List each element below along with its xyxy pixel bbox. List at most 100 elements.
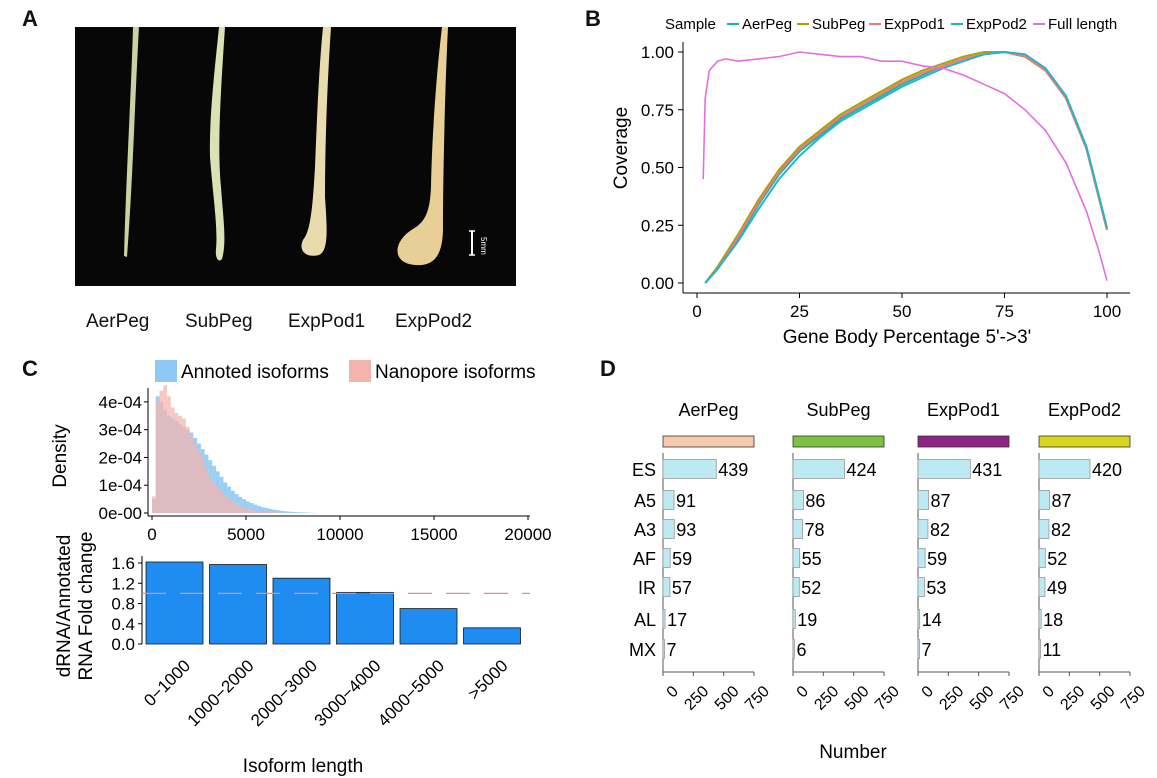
hist-bar — [302, 512, 307, 513]
y-tick-label: 1.2 — [111, 574, 135, 593]
hist-bar — [249, 503, 254, 513]
event-bar — [917, 639, 920, 659]
event-bar — [792, 577, 800, 597]
hist-bar — [170, 407, 175, 513]
data-label: 59 — [672, 549, 692, 569]
hist-bar — [242, 507, 246, 513]
x-tick-label: 250 — [936, 683, 967, 714]
x-tick-label: 25 — [790, 302, 809, 321]
x-tick-label: 500 — [967, 683, 998, 714]
hist-bar — [155, 401, 160, 513]
data-label: 82 — [930, 520, 950, 540]
hist-bar — [178, 415, 183, 513]
data-label: 14 — [922, 610, 942, 630]
panel-letter-c: C — [22, 356, 38, 381]
legend-title: Sample — [665, 16, 716, 33]
hist-bar — [287, 511, 292, 513]
event-bar — [917, 577, 925, 597]
event-bar — [1038, 519, 1050, 539]
y-tick-label: 0e-00 — [99, 504, 142, 523]
hist-bar — [268, 512, 273, 513]
x-tick-label: 250 — [811, 683, 842, 714]
y-tick-label: 0.50 — [641, 159, 674, 178]
x-tick-label: 0 — [919, 683, 937, 701]
data-label: 19 — [797, 610, 817, 630]
data-label: 49 — [1047, 578, 1067, 598]
y-tick-label: 0.00 — [641, 274, 674, 293]
event-bar — [1038, 548, 1046, 568]
sample-color-strip — [917, 435, 1010, 448]
panel-title: SubPeg — [806, 400, 870, 420]
x-tick-label: >5000 — [464, 656, 511, 703]
data-label: 439 — [718, 460, 748, 480]
hist-bar — [246, 508, 250, 513]
event-bar — [662, 639, 665, 659]
caption-exppod1: ExpPod1 — [288, 311, 366, 332]
y-tick-label: 1e-04 — [99, 476, 142, 495]
y-axis-label: Coverage — [611, 107, 632, 189]
hist-bar — [219, 490, 224, 513]
category-label: AF — [633, 549, 656, 569]
x-tick-label: 4000−5000 — [374, 656, 448, 730]
event-bar — [1038, 459, 1091, 479]
hist-bar — [204, 468, 209, 513]
hist-bar — [272, 509, 277, 513]
event-bar — [792, 548, 801, 568]
data-label: 78 — [804, 520, 824, 540]
legend-label: ExpPod1 — [884, 16, 945, 33]
x-tick-label: 5000 — [227, 525, 265, 544]
data-label: 55 — [802, 549, 822, 569]
x-tick-label: 20000 — [504, 525, 551, 544]
series-line-subpeg — [704, 51, 1108, 284]
x-tick-label: 15000 — [410, 525, 457, 544]
hist-bar — [246, 501, 250, 513]
x-tick-label: 3000−4000 — [311, 656, 385, 730]
fold-bar — [209, 564, 267, 645]
hist-bar — [276, 510, 280, 513]
y-axis-label: RNA Fold change — [76, 532, 97, 681]
data-label: 57 — [672, 578, 692, 598]
hist-bar — [253, 504, 258, 513]
y-tick-label: 1.6 — [111, 554, 135, 573]
event-bar — [1038, 609, 1042, 629]
category-label: ES — [632, 460, 656, 480]
hist-bar — [283, 511, 288, 513]
event-bar — [662, 609, 666, 629]
event-bar — [1038, 577, 1046, 597]
data-label: 53 — [926, 578, 946, 598]
x-tick-label: 0 — [794, 683, 812, 701]
hist-bar — [212, 482, 216, 513]
data-label: 7 — [667, 640, 677, 660]
series-line-exppod2 — [704, 50, 1108, 284]
series-line-full-length — [702, 51, 1108, 281]
hist-bar — [182, 418, 186, 513]
legend-swatch — [155, 360, 177, 382]
x-tick-label: 50 — [893, 302, 912, 321]
isoform-length-chart: Annoted isoforms Nanopore isoforms 0e-00 1e… — [50, 360, 552, 777]
hist-bar — [298, 512, 303, 513]
y-tick-label: 1.00 — [641, 43, 674, 62]
data-label: 18 — [1043, 610, 1063, 630]
category-label: A5 — [634, 491, 656, 511]
panel-title: AerPeg — [678, 400, 738, 420]
x-tick-label: 250 — [681, 683, 712, 714]
event-bar — [1038, 639, 1041, 659]
category-label: A3 — [634, 520, 656, 540]
category-label: AL — [634, 610, 656, 630]
x-tick-label: 0 — [664, 683, 682, 701]
hist-bar — [197, 451, 201, 513]
x-tick-label: 75 — [995, 302, 1014, 321]
event-bar — [662, 519, 675, 539]
sample-color-strip — [1038, 435, 1131, 448]
hist-bar — [193, 443, 198, 513]
panel-title: ExpPod1 — [927, 400, 1000, 420]
hist-bar — [215, 486, 220, 513]
x-tick-label: 500 — [1088, 683, 1119, 714]
panel-letter-a: A — [22, 6, 38, 31]
data-label: 424 — [846, 460, 876, 480]
data-label: 17 — [667, 610, 687, 630]
x-tick-label: 750 — [997, 683, 1028, 714]
hist-bar — [174, 413, 179, 513]
event-bar — [662, 577, 671, 597]
hist-bar — [264, 508, 269, 513]
